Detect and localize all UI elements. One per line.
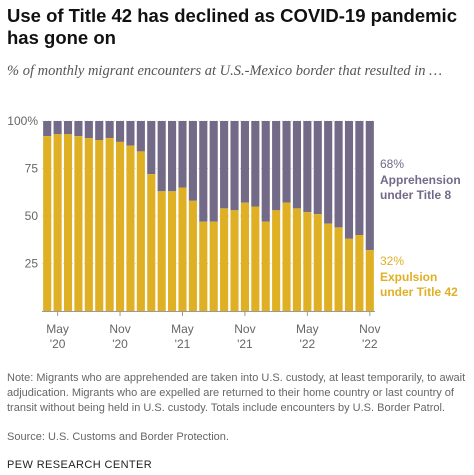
note-text: Note: Migrants who are apprehended are t… [7,372,466,414]
bar-apprehension [282,121,291,203]
bar-expulsion [157,191,166,311]
bar-expulsion [43,136,52,311]
apprehension-label: Apprehension [380,173,461,187]
bar-apprehension [240,121,249,203]
bar-expulsion [115,141,125,311]
bar-apprehension [355,121,364,235]
bar-expulsion [95,140,104,311]
bar-apprehension [344,121,354,239]
x-tick-label-year: '20 [50,337,66,351]
bar-apprehension [147,121,156,175]
bar-apprehension [303,121,312,213]
bar-expulsion [136,151,145,311]
bar-expulsion [209,221,218,311]
bar-apprehension [230,121,239,211]
bar-expulsion [84,138,93,311]
expulsion-label: Expulsion [380,270,437,284]
bar-expulsion [188,200,197,311]
bar-expulsion [365,250,374,311]
bar-expulsion [313,214,322,311]
x-tick-label-month: May [171,322,194,336]
bar-expulsion [168,191,177,311]
y-tick-label: 25 [25,257,39,271]
bar-apprehension [63,121,73,135]
bar-expulsion [344,238,354,311]
bar-apprehension [324,121,333,224]
bar-apprehension [313,121,322,215]
bar-apprehension [115,121,125,142]
bar-apprehension [188,121,197,201]
bar-apprehension [84,121,93,139]
bar-apprehension [168,121,177,192]
bar-apprehension [261,121,270,222]
bar-expulsion [240,202,249,311]
x-tick-label-month: Nov [109,322,130,336]
bar-expulsion [199,221,208,311]
bar-expulsion [53,134,62,311]
chart-title: Use of Title 42 has declined as COVID-19… [7,5,457,48]
x-tick-label-month: Nov [359,322,380,336]
bar-expulsion [324,223,333,311]
bar-apprehension [365,121,374,251]
bar-apprehension [292,121,302,209]
bar-expulsion [105,138,114,311]
bar-apprehension [251,121,260,207]
x-tick-label-month: May [296,322,319,336]
bar-expulsion [272,210,281,311]
bar-apprehension [43,121,52,137]
y-tick-label: 100% [7,114,38,128]
expulsion-value-label: 32% [380,254,404,268]
x-tick-label-year: '21 [237,337,253,351]
bar-apprehension [126,121,135,146]
x-tick-label-year: '20 [112,337,128,351]
brand-logo-text: PEW RESEARCH CENTER [7,459,153,471]
bar-apprehension [199,121,208,222]
bar-expulsion [63,134,73,311]
bar-expulsion [178,187,187,311]
y-tick-label: 50 [25,209,39,223]
bar-expulsion [126,145,135,311]
bar-apprehension [334,121,343,228]
y-axis-ticks: 25 50 75 100% [7,114,38,271]
x-tick-label-month: May [46,322,69,336]
bar-expulsion [230,210,239,311]
bar-expulsion [334,227,343,311]
expulsion-label: under Title 42 [380,285,458,299]
bar-apprehension [272,121,281,211]
bar-expulsion [74,136,83,311]
bar-apprehension [136,121,145,152]
y-tick-label: 75 [25,162,39,176]
bar-expulsion [251,206,260,311]
x-tick-label-year: '22 [300,337,316,351]
x-tick-label-month: Nov [234,322,255,336]
x-tick-label-year: '22 [362,337,378,351]
bar-apprehension [74,121,83,137]
bar-expulsion [147,174,156,311]
source-text: Source: U.S. Customs and Border Protecti… [7,431,229,443]
bar-apprehension [95,121,104,140]
bar-apprehension [209,121,218,222]
bar-expulsion [355,235,364,311]
bar-apprehension [157,121,166,192]
bars [43,121,374,311]
bar-expulsion [220,208,229,311]
x-tick-label-year: '21 [175,337,191,351]
apprehension-label: under Title 8 [380,188,451,202]
bar-expulsion [261,221,270,311]
bar-apprehension [178,121,187,188]
bar-expulsion [303,212,312,311]
bar-apprehension [105,121,114,139]
bar-expulsion [292,208,302,311]
bar-apprehension [220,121,229,209]
chart-subtitle: % of monthly migrant encounters at U.S.-… [7,63,443,79]
bar-apprehension [53,121,62,135]
bar-expulsion [282,202,291,311]
apprehension-value-label: 68% [380,157,404,171]
